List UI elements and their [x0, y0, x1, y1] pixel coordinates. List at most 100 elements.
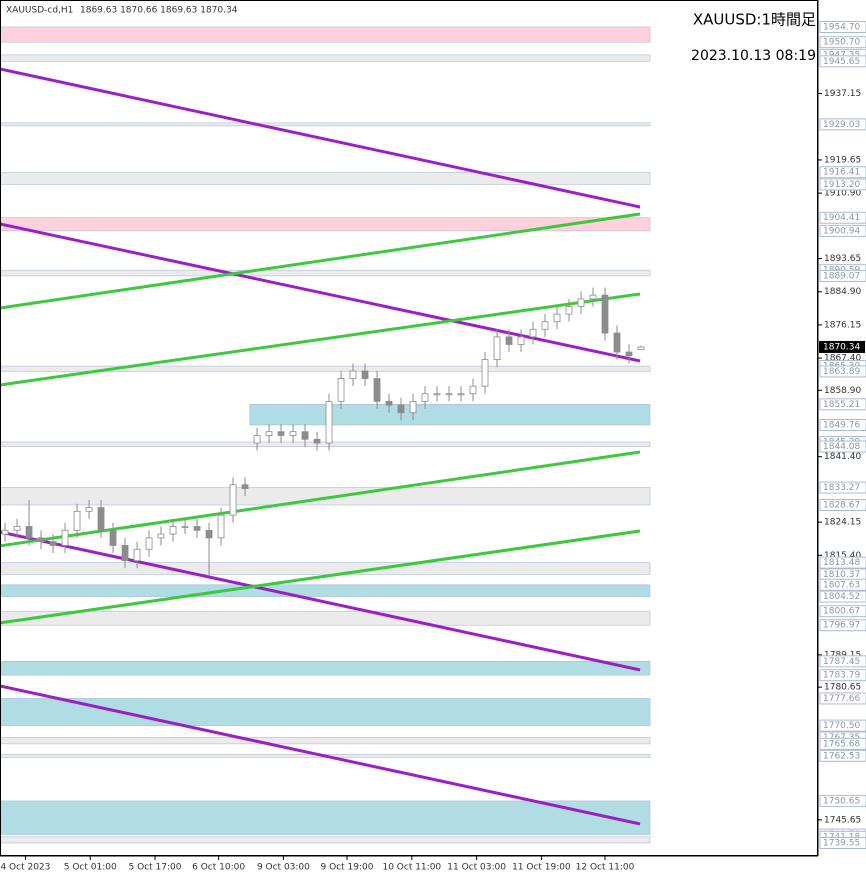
level-label: 1849.76: [823, 421, 860, 431]
level-label-box: [819, 794, 866, 807]
candle-body: [37, 537, 45, 543]
candle-body: [61, 529, 69, 546]
candle-body: [613, 332, 621, 353]
level-label-box: [819, 836, 866, 849]
level-label-box: [819, 419, 866, 432]
level-label-box: [819, 440, 866, 453]
level-label-box: [819, 556, 866, 569]
candle-body: [313, 438, 321, 444]
candle-body: [133, 548, 141, 562]
candle-body: [373, 378, 381, 402]
candle-body: [25, 526, 33, 539]
x-tick-label: 9 Oct 19:00: [321, 863, 374, 873]
zone: [0, 26, 651, 43]
level-label-box: [819, 55, 866, 68]
level-label: 1950.70: [823, 38, 860, 48]
level-label: 1787.45: [823, 657, 860, 667]
candles: [1, 287, 645, 576]
zone: [0, 441, 651, 447]
zone: [0, 610, 651, 626]
candle-body: [397, 404, 405, 414]
chart-title: XAUUSD:1時間足: [693, 11, 816, 29]
candle-body: [577, 298, 585, 307]
candle-body: [73, 510, 81, 531]
level-label: 1904.41: [823, 213, 860, 223]
x-tick-label: 9 Oct 03:00: [257, 863, 310, 873]
candle-body: [265, 431, 273, 436]
level-label-box: [819, 737, 866, 750]
y-tick-label: 1937.15: [824, 89, 861, 99]
candle-body: [481, 359, 489, 387]
level-label-box: [819, 36, 866, 49]
zones: [0, 26, 651, 844]
level-label: 1770.50: [823, 721, 860, 731]
candle-body: [361, 370, 369, 379]
level-label-box: [819, 365, 866, 378]
zone: [0, 171, 651, 185]
level-label-box: [819, 749, 866, 762]
x-tick-label: 4 Oct 2023: [0, 863, 50, 873]
candle-body: [457, 393, 465, 396]
zone: [0, 54, 651, 62]
candle-body: [421, 393, 429, 402]
y-tick-label: 1815.40: [824, 551, 861, 561]
level-label-box: [819, 692, 866, 705]
candle-body: [241, 484, 249, 489]
x-tick-label: 10 Oct 11:00: [382, 863, 441, 873]
x-tick-label: 11 Oct 19:00: [512, 863, 571, 873]
level-label-box: [819, 619, 866, 632]
level-label: 1844.08: [823, 442, 860, 452]
level-label: 1800.67: [823, 607, 860, 617]
level-label: 1777.66: [823, 694, 860, 704]
y-tick-label: 1824.15: [824, 518, 861, 528]
candle-body: [253, 435, 261, 444]
candle-body: [565, 306, 573, 315]
candle-body: [493, 336, 501, 361]
zone: [0, 122, 651, 127]
trendline: [0, 530, 641, 672]
y-tick-label: 1876.15: [824, 320, 861, 330]
zone: [0, 562, 651, 575]
zone: [0, 217, 651, 232]
candle-body: [229, 484, 237, 516]
candle-body: [13, 526, 21, 531]
zone: [0, 487, 651, 506]
level-label-box: [819, 481, 866, 494]
candle-body: [505, 336, 513, 345]
level-label: 1929.03: [823, 120, 860, 130]
candle-body: [325, 400, 333, 444]
level-label-box: [819, 178, 866, 191]
level-label: 1810.37: [823, 570, 860, 580]
level-label: 1900.94: [823, 226, 860, 236]
candle-body: [553, 313, 561, 323]
level-label: 1783.79: [823, 671, 860, 681]
zone: [249, 404, 651, 426]
candle-body: [85, 507, 93, 512]
candle-body: [289, 431, 297, 436]
level-label-box: [819, 590, 866, 603]
candle-body: [1, 529, 9, 535]
level-label-box: [819, 669, 866, 682]
symbol: XAUUSD-cd,H1: [6, 6, 73, 16]
last-price-label: 1870.34: [823, 342, 860, 352]
level-label: 1813.48: [823, 558, 860, 568]
level-label: 1833.27: [823, 483, 860, 493]
zone: [0, 661, 651, 676]
ohlc-text: 1869.63 1870.66 1869.63 1870.34: [80, 6, 238, 16]
level-label: 1804.52: [823, 592, 860, 602]
y-tick-label: 1867.40: [824, 354, 861, 364]
candle-body: [145, 537, 153, 550]
candle-body: [169, 526, 177, 535]
candle-body: [301, 431, 309, 440]
candle-body: [97, 507, 105, 531]
candle-body: [601, 294, 609, 334]
candle-body: [193, 526, 201, 531]
level-label-box: [819, 211, 866, 224]
candle-body: [637, 346, 645, 351]
candle-body: [217, 514, 225, 539]
candle-body: [109, 529, 117, 546]
level-label: 1750.65: [823, 796, 860, 806]
level-label-box: [819, 498, 866, 511]
